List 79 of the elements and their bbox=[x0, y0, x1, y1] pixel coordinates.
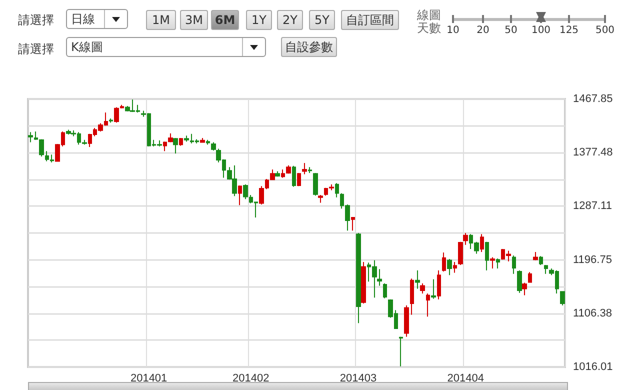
candlestick bbox=[361, 262, 366, 304]
button[interactable]: 自設參數 bbox=[281, 37, 337, 57]
x-tick-label: 201401 bbox=[130, 372, 168, 384]
candlestick bbox=[458, 241, 463, 266]
y-tick-label: 1016.01 bbox=[573, 361, 613, 373]
y-tick-label: 1287.11 bbox=[573, 200, 612, 212]
candlestick bbox=[517, 270, 522, 294]
candlestick bbox=[528, 272, 532, 284]
y-tick-label: 1106.38 bbox=[573, 307, 612, 320]
candlestick bbox=[318, 194, 323, 204]
text: 50 bbox=[504, 25, 518, 36]
text: 請選擇 bbox=[18, 41, 54, 58]
candlestick bbox=[200, 138, 205, 144]
candlestick bbox=[206, 139, 210, 146]
text: 125 bbox=[559, 25, 579, 36]
chart-type-dropdown[interactable]: K線圖 bbox=[66, 37, 266, 57]
x-tick-label: 201402 bbox=[232, 372, 270, 384]
y-tick-label: 1377.48 bbox=[573, 146, 613, 159]
candlestick bbox=[82, 139, 87, 146]
candlestick bbox=[39, 138, 44, 157]
candlestick bbox=[34, 131, 38, 140]
candlestick bbox=[512, 254, 516, 274]
x-tick-label: 201404 bbox=[447, 372, 484, 384]
text: 10 bbox=[446, 25, 460, 36]
y-tick-label: 1467.85 bbox=[573, 93, 613, 105]
candlestick bbox=[426, 292, 430, 318]
candlestick bbox=[496, 258, 500, 270]
candlestick bbox=[490, 256, 495, 270]
candlestick bbox=[302, 162, 307, 175]
text: 500 bbox=[595, 25, 615, 36]
button[interactable]: 1M bbox=[146, 10, 176, 30]
button[interactable]: 3M bbox=[180, 10, 208, 30]
candlestick bbox=[544, 264, 548, 274]
candlestick bbox=[356, 232, 361, 324]
candlestick bbox=[539, 256, 543, 266]
button[interactable]: 自訂區間 bbox=[341, 10, 399, 30]
text: 線圖天數 bbox=[417, 8, 442, 35]
y-tick-label: 1196.75 bbox=[573, 254, 612, 266]
candlestick bbox=[442, 252, 446, 272]
candlestick bbox=[184, 135, 189, 142]
candlestick bbox=[173, 138, 178, 154]
button[interactable]: 1Y bbox=[246, 10, 272, 30]
candlestick bbox=[399, 336, 403, 367]
candlestick bbox=[383, 282, 387, 299]
candlestick bbox=[480, 234, 484, 252]
text: 20 bbox=[476, 25, 490, 36]
candlestick bbox=[560, 290, 565, 306]
candlestick bbox=[297, 172, 301, 187]
candlestick bbox=[447, 258, 452, 276]
button[interactable]: 5Y bbox=[309, 10, 335, 30]
interval-dropdown[interactable]: 日線 bbox=[66, 9, 128, 29]
x-tick-label: 201403 bbox=[340, 372, 377, 384]
candlestick bbox=[453, 262, 457, 274]
candlestick bbox=[292, 165, 296, 188]
candlestick bbox=[420, 282, 425, 294]
candlestick bbox=[275, 170, 280, 178]
candlestick bbox=[109, 118, 113, 124]
text: 請選擇 bbox=[18, 12, 54, 29]
button[interactable]: 6M bbox=[211, 10, 239, 30]
candlestick bbox=[377, 268, 382, 286]
candlestick bbox=[313, 172, 318, 196]
candlestick bbox=[415, 270, 420, 290]
candlestick bbox=[533, 251, 538, 261]
text: 100 bbox=[531, 25, 551, 36]
candlestick bbox=[28, 132, 33, 143]
candlestick bbox=[522, 282, 527, 296]
candlestick bbox=[437, 270, 441, 300]
candlestick bbox=[238, 185, 242, 206]
candlestick bbox=[431, 278, 436, 300]
candlestick bbox=[335, 182, 339, 198]
button[interactable]: 2Y bbox=[277, 10, 303, 30]
candlestick bbox=[485, 241, 489, 271]
candlestick bbox=[308, 166, 312, 174]
candlestick bbox=[351, 216, 355, 232]
candlestick bbox=[211, 142, 216, 152]
candlestick bbox=[179, 138, 183, 146]
candlestick bbox=[410, 278, 414, 316]
candlestick bbox=[463, 232, 468, 246]
candlestick bbox=[404, 304, 409, 338]
